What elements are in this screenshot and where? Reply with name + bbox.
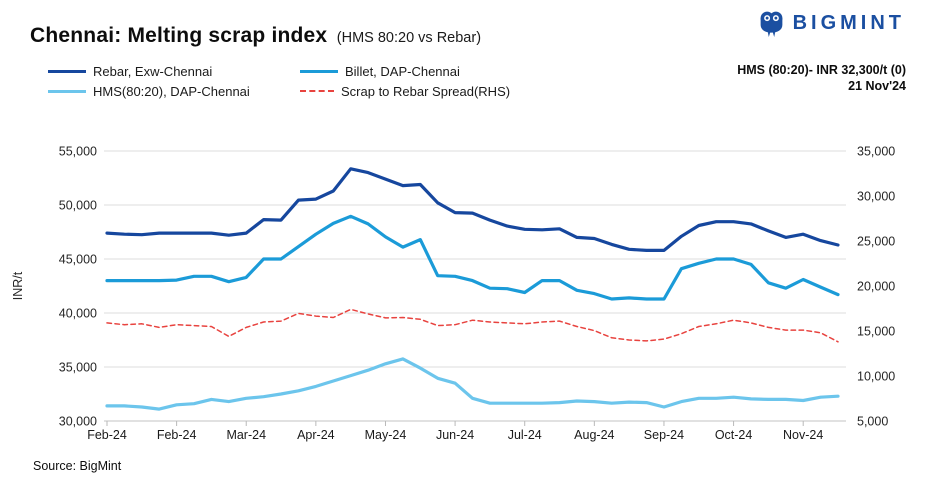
price-annotation-value: HMS (80:20)- INR 32,300/t (0)	[737, 63, 906, 77]
left-axis-tick-label: 30,000	[59, 415, 97, 429]
title-block: Chennai: Melting scrap index (HMS 80:20 …	[30, 24, 481, 48]
page-title: Chennai: Melting scrap index	[30, 24, 328, 47]
series-line-scrap-to-rebar-spread-rhs	[106, 308, 839, 343]
source-note: Source: BigMint	[33, 459, 122, 473]
legend-item-hms: HMS(80:20), DAP-Chennai	[48, 84, 300, 99]
x-axis-tick-label: Oct-24	[715, 428, 753, 442]
price-annotation: HMS (80:20)- INR 32,300/t (0) 21 Nov'24	[737, 62, 906, 94]
spread-dashed-swatch-icon	[300, 90, 334, 92]
legend-label: HMS(80:20), DAP-Chennai	[93, 83, 250, 99]
price-annotation-date: 21 Nov'24	[848, 79, 906, 93]
bigmint-owl-icon	[758, 9, 785, 38]
left-axis-tick-label: 35,000	[59, 361, 97, 375]
brand-logo: BIGMINT	[758, 9, 905, 38]
right-axis-tick-label: 25,000	[857, 235, 895, 249]
series-line-hms-80-20-dap-chennai	[105, 357, 840, 411]
x-axis-tick-label: Jun-24	[436, 428, 474, 442]
x-axis-tick-label: Feb-24	[157, 428, 197, 442]
x-axis-tick-label: Mar-24	[226, 428, 266, 442]
left-axis-tick-label: 55,000	[59, 145, 97, 159]
left-axis-tick-label: 50,000	[59, 199, 97, 213]
left-axis-title: INR/t	[11, 271, 25, 300]
legend-label: Billet, DAP-Chennai	[345, 63, 460, 79]
billet-line-swatch-icon	[300, 69, 338, 73]
x-axis-tick-label: Jul-24	[508, 428, 542, 442]
rebar-line-swatch-icon	[48, 69, 86, 73]
legend-item-billet: Billet, DAP-Chennai	[300, 64, 460, 79]
x-axis-tick-label: Nov-24	[783, 428, 823, 442]
left-axis-tick-label: 45,000	[59, 253, 97, 267]
brand-name: BIGMINT	[792, 12, 905, 34]
right-axis-tick-label: 5,000	[857, 415, 888, 429]
hms-line-swatch-icon	[48, 89, 86, 93]
x-axis-tick-label: May-24	[365, 428, 407, 442]
right-axis-tick-label: 10,000	[857, 370, 895, 384]
legend-item-rebar: Rebar, Exw-Chennai	[48, 64, 300, 79]
legend-label: Rebar, Exw-Chennai	[93, 63, 213, 79]
legend-item-spread: Scrap to Rebar Spread(RHS)	[300, 84, 510, 99]
x-axis-tick-label: Sep-24	[644, 428, 684, 442]
left-axis-tick-label: 40,000	[59, 307, 97, 321]
chart-legend: Rebar, Exw-Chennai Billet, DAP-Chennai H…	[48, 61, 510, 101]
legend-label: Scrap to Rebar Spread(RHS)	[341, 83, 511, 99]
x-axis-tick-label: Aug-24	[574, 428, 614, 442]
right-axis-tick-label: 35,000	[857, 145, 895, 159]
x-axis-tick-label: Apr-24	[297, 428, 335, 442]
right-axis-tick-label: 20,000	[857, 280, 895, 294]
right-axis-tick-label: 30,000	[857, 190, 895, 204]
x-axis-tick-label: Feb-24	[87, 428, 127, 442]
page-subtitle: (HMS 80:20 vs Rebar)	[336, 30, 482, 46]
series-line-rebar-exw-chennai	[105, 167, 840, 252]
series-line-billet-dap-chennai	[105, 214, 840, 301]
legend-row: HMS(80:20), DAP-Chennai Scrap to Rebar S…	[48, 81, 510, 101]
legend-row: Rebar, Exw-Chennai Billet, DAP-Chennai	[48, 61, 510, 81]
right-axis-tick-label: 15,000	[857, 325, 895, 339]
